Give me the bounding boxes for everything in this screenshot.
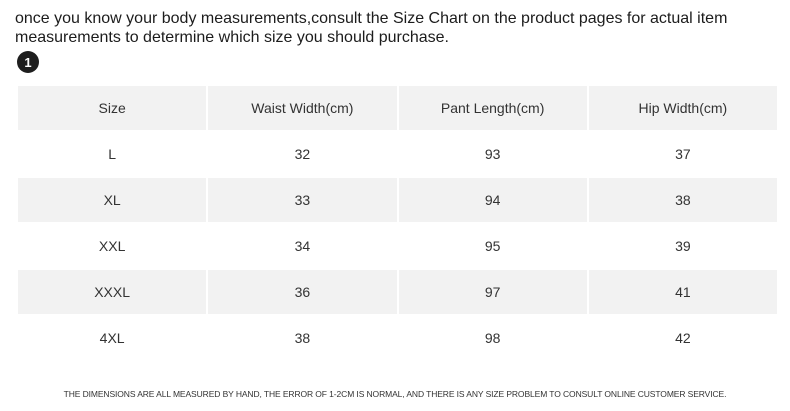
cell-pant-length: 94 (398, 178, 587, 222)
cell-pant-length: 93 (398, 132, 587, 176)
cell-waist-width: 36 (208, 270, 397, 314)
table-row: XL 33 94 38 (18, 178, 777, 222)
cell-pant-length: 98 (398, 316, 587, 360)
cell-size: 4XL (18, 316, 207, 360)
cell-size: L (18, 132, 207, 176)
cell-size: XL (18, 178, 207, 222)
table-row: 4XL 38 98 42 (18, 316, 777, 360)
table-row: XXL 34 95 39 (18, 224, 777, 268)
cell-hip-width: 39 (588, 224, 777, 268)
table-row: L 32 93 37 (18, 132, 777, 176)
cell-hip-width: 37 (588, 132, 777, 176)
table-row: XXXL 36 97 41 (18, 270, 777, 314)
cell-waist-width: 38 (208, 316, 397, 360)
cell-size: XXXL (18, 270, 207, 314)
cell-waist-width: 34 (208, 224, 397, 268)
measurement-footnote: THE DIMENSIONS ARE ALL MEASURED BY HAND,… (63, 389, 727, 399)
step-number-badge: 1 (17, 51, 39, 73)
cell-waist-width: 33 (208, 178, 397, 222)
cell-hip-width: 41 (588, 270, 777, 314)
cell-hip-width: 38 (588, 178, 777, 222)
cell-size: XXL (18, 224, 207, 268)
header-hip-width: Hip Width(cm) (588, 86, 777, 130)
header-pant-length: Pant Length(cm) (398, 86, 587, 130)
table-header-row: Size Waist Width(cm) Pant Length(cm) Hip… (18, 86, 777, 130)
intro-text: once you know your body measurements,con… (15, 10, 728, 46)
cell-pant-length: 95 (398, 224, 587, 268)
header-waist-width: Waist Width(cm) (208, 86, 397, 130)
cell-hip-width: 42 (588, 316, 777, 360)
header-size: Size (18, 86, 207, 130)
size-chart-table: Size Waist Width(cm) Pant Length(cm) Hip… (16, 84, 779, 362)
cell-waist-width: 32 (208, 132, 397, 176)
cell-pant-length: 97 (398, 270, 587, 314)
